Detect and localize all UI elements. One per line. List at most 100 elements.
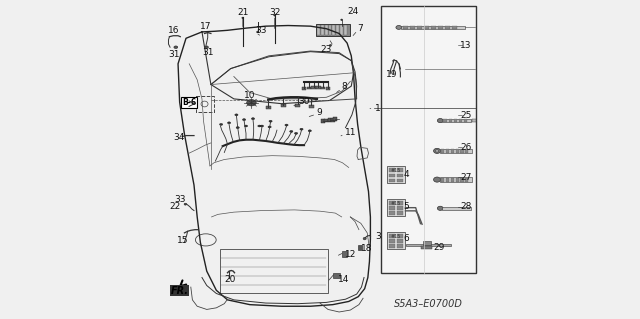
Bar	[397, 206, 403, 210]
Bar	[295, 104, 300, 107]
Bar	[403, 26, 408, 29]
Ellipse shape	[290, 130, 293, 132]
Ellipse shape	[433, 177, 440, 182]
Text: 30: 30	[298, 97, 310, 106]
Bar	[312, 86, 316, 89]
Text: 1: 1	[375, 104, 381, 113]
Text: 23: 23	[321, 45, 332, 54]
Bar	[441, 178, 444, 182]
Text: 31: 31	[202, 48, 214, 57]
Text: 27: 27	[460, 173, 472, 182]
Bar	[387, 199, 406, 216]
Ellipse shape	[252, 118, 255, 120]
Bar	[417, 26, 422, 29]
Text: B-6: B-6	[182, 98, 196, 107]
Ellipse shape	[257, 31, 259, 33]
Text: 20: 20	[225, 275, 236, 284]
Bar	[406, 244, 451, 246]
Text: 13: 13	[460, 41, 472, 50]
Text: 3: 3	[375, 232, 381, 241]
Text: 33: 33	[174, 195, 186, 204]
Bar	[401, 26, 465, 29]
Bar	[344, 25, 347, 35]
Text: FR.: FR.	[171, 286, 189, 296]
Text: 8: 8	[342, 82, 348, 91]
Bar	[321, 25, 324, 35]
Text: 31: 31	[168, 50, 180, 59]
Bar	[336, 25, 339, 35]
Ellipse shape	[243, 119, 246, 121]
Ellipse shape	[437, 119, 443, 122]
Bar	[340, 25, 343, 35]
Bar	[317, 25, 320, 35]
Text: 34: 34	[173, 133, 184, 142]
Bar	[454, 119, 457, 122]
Bar	[451, 149, 454, 153]
Bar	[464, 119, 467, 122]
Ellipse shape	[300, 128, 303, 130]
Bar	[389, 211, 395, 215]
Text: 19: 19	[387, 70, 398, 79]
Bar	[316, 86, 321, 89]
Bar	[459, 119, 462, 122]
Bar	[333, 117, 337, 121]
Text: 9: 9	[316, 108, 322, 117]
Bar	[324, 25, 328, 35]
Text: 10: 10	[244, 91, 255, 100]
Bar	[460, 149, 463, 153]
Bar	[442, 119, 471, 122]
Bar	[465, 149, 468, 153]
Bar	[465, 178, 468, 182]
Text: 4: 4	[403, 170, 409, 179]
Bar	[451, 178, 454, 182]
Bar	[331, 118, 335, 122]
Bar	[333, 273, 340, 278]
Text: 26: 26	[460, 143, 472, 152]
Bar	[456, 178, 459, 182]
Text: 6: 6	[403, 234, 409, 243]
Ellipse shape	[294, 132, 298, 134]
Ellipse shape	[235, 114, 238, 116]
Bar	[441, 149, 444, 153]
Bar	[389, 179, 395, 182]
Text: 18: 18	[361, 244, 372, 253]
Text: 17: 17	[200, 22, 212, 31]
Text: S5A3–E0700D: S5A3–E0700D	[394, 299, 463, 309]
Text: 12: 12	[345, 250, 356, 259]
Bar	[442, 207, 471, 210]
Bar	[456, 149, 459, 153]
Ellipse shape	[437, 206, 443, 211]
Bar	[440, 177, 472, 182]
Bar	[431, 26, 436, 29]
Bar	[196, 96, 214, 112]
Bar	[328, 25, 332, 35]
Bar	[397, 179, 403, 182]
Bar	[342, 251, 348, 257]
Ellipse shape	[244, 125, 248, 127]
Ellipse shape	[260, 125, 264, 127]
Ellipse shape	[227, 122, 230, 124]
Bar	[397, 244, 403, 248]
Ellipse shape	[268, 126, 271, 128]
Ellipse shape	[242, 17, 244, 19]
Bar	[389, 206, 395, 210]
Bar	[422, 241, 431, 245]
Bar	[328, 118, 332, 122]
Ellipse shape	[269, 120, 272, 122]
Bar	[332, 25, 335, 35]
Ellipse shape	[308, 130, 312, 132]
Bar	[389, 239, 395, 243]
Ellipse shape	[174, 46, 178, 48]
Text: #15: #15	[390, 168, 401, 174]
Bar	[446, 149, 449, 153]
Ellipse shape	[330, 44, 332, 46]
Ellipse shape	[246, 100, 256, 106]
Ellipse shape	[220, 123, 223, 125]
Ellipse shape	[396, 26, 402, 29]
Bar	[397, 168, 403, 172]
Text: 14: 14	[337, 275, 349, 284]
Bar	[397, 201, 403, 205]
Bar	[302, 87, 307, 90]
Text: 22: 22	[169, 202, 180, 211]
Ellipse shape	[340, 19, 342, 21]
